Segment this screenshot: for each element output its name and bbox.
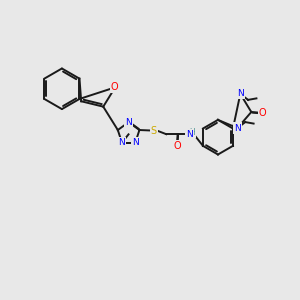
Text: N: N: [186, 130, 193, 139]
Text: S: S: [151, 126, 157, 136]
Text: H: H: [189, 128, 194, 137]
Text: N: N: [132, 138, 139, 147]
Text: N: N: [234, 124, 241, 133]
Text: O: O: [259, 108, 266, 118]
Text: N: N: [118, 138, 125, 147]
Text: N: N: [237, 89, 244, 98]
Text: O: O: [111, 82, 119, 92]
Text: N: N: [125, 118, 132, 127]
Text: O: O: [173, 141, 181, 151]
